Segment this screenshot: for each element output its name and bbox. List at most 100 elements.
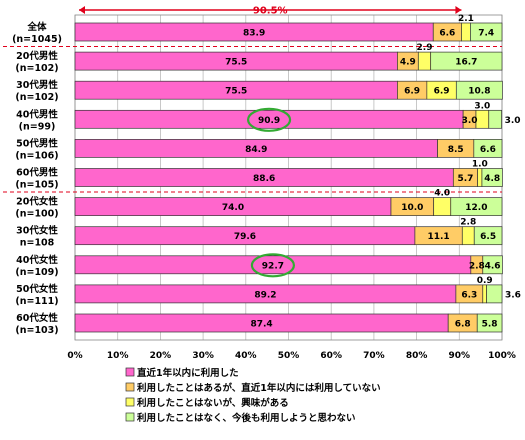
legend-label: 利用したことはなく、今後も利用しようと思わない [136,412,356,424]
data-label: 8.5 [448,145,464,155]
legend-label: 利用したことはあるが、直近1年以内には利用していない [136,382,381,394]
category-n-label: n=108 [20,238,55,249]
data-label: 6.3 [461,290,477,300]
x-tick-label: 50% [278,351,300,361]
data-label: 84.9 [245,145,267,155]
category-label: 40代女性 [16,254,58,266]
bar-segment [455,80,503,100]
category-label: 50代男性 [16,137,58,149]
data-label: 2.9 [417,43,433,53]
category-n-label: (n=100) [15,209,58,220]
category-label: 60代男性 [16,167,58,179]
category-n-label: (n=99) [19,121,56,132]
bar-segment [461,22,471,42]
data-label: 4.0 [434,189,450,199]
data-label: 3.0 [474,101,490,111]
bar-segment [482,284,487,304]
bar-segment [450,197,503,216]
data-label: 10.0 [401,203,423,213]
bar-segment [473,139,503,158]
category-label: 60代女性 [16,312,58,324]
x-tick-label: 20% [150,351,172,361]
data-label: 4.8 [484,174,500,184]
annotation-arrowhead-right [455,6,462,14]
highlight-rings [246,107,296,278]
category-n-label: (n=106) [15,150,58,161]
data-label: 75.5 [225,87,247,97]
x-tick-label: 0% [67,351,82,361]
bar-segment [486,284,503,304]
category-label: 全体 [26,21,47,33]
category-n-label: (n=105) [15,180,58,191]
category-n-label: (n=103) [15,325,58,336]
data-label: 74.0 [222,203,244,213]
highlight-ring [250,253,296,278]
legend-swatch [125,367,135,377]
data-label: 6.6 [480,145,496,155]
data-label: 88.6 [253,174,275,184]
category-n-label: (n=102) [15,63,58,74]
bar-segment [482,255,503,275]
category-n-label: (n=109) [15,267,58,278]
legend-swatch [125,382,135,392]
category-n-label: (n=102) [15,92,58,103]
data-label: 2.1 [458,14,474,24]
data-label: 87.4 [250,320,272,330]
bar-segment [481,168,503,187]
category-label: 40代男性 [16,108,58,120]
data-label: 89.2 [254,290,276,300]
category-label: 50代女性 [16,283,58,295]
data-label: 7.4 [478,29,494,39]
category-label: 30代女性 [16,225,58,237]
bar-segment [476,313,503,333]
x-tick-label: 60% [320,351,342,361]
data-label: 6.6 [439,29,455,39]
bar-segment [433,197,452,216]
data-label: 3.0 [462,116,478,126]
bar-segment [417,51,432,71]
bar-segment [461,226,475,246]
data-label: 83.9 [243,29,265,39]
data-label: 75.5 [225,58,247,68]
data-label: 92.7 [262,261,284,271]
x-tick-label: 80% [406,351,428,361]
bar-segment [430,51,503,71]
annotation-arrowhead-left [79,6,85,14]
data-label: 6.5 [480,232,496,242]
data-label: 16.7 [455,58,477,68]
legend-label: 利用したことはないが、興味がある [136,397,289,409]
data-label: 6.8 [455,320,471,330]
x-tick-label: 10% [107,351,129,361]
data-label: 10.8 [468,87,490,97]
x-tick-label: 30% [192,351,214,361]
data-label: 4.9 [400,58,416,68]
x-tick-label: 100% [488,351,516,361]
total-annotation: 90.5% [79,6,462,17]
data-label: 11.1 [427,232,449,242]
data-label: 90.9 [258,116,280,126]
data-label: 2.8 [460,218,476,228]
legend-label: 直近1年以内に利用した [137,367,239,379]
bar-segment [470,22,503,42]
data-label: 3.6 [505,290,521,300]
category-n-label: (n=1045) [12,34,62,45]
bar-segment [475,109,490,129]
bar-segment [477,168,483,187]
category-labels: 全体(n=1045)20代男性(n=102)30代男性(n=102)40代男性(… [12,21,62,336]
highlight-ring [246,107,292,132]
legend: 直近1年以内に利用した利用したことはあるが、直近1年以内には利用していない利用し… [125,367,381,424]
data-label: 0.9 [477,276,493,286]
data-label: 6.9 [434,87,450,97]
bar-segment [488,109,502,129]
bar-segment [473,226,503,246]
data-labels: 83.9 6.62.17.475.5 4.92.916.775.5 6.9 6.9 10.… [222,14,521,330]
category-n-label: (n=111) [15,296,58,307]
category-label: 20代女性 [16,196,58,208]
data-label: 6.9 [404,87,420,97]
x-tick-label: 40% [235,351,257,361]
data-label: 1.0 [472,160,488,170]
data-label: 2.8 [469,261,485,271]
bar-segments [74,22,503,333]
x-tick-label: 90% [449,351,471,361]
